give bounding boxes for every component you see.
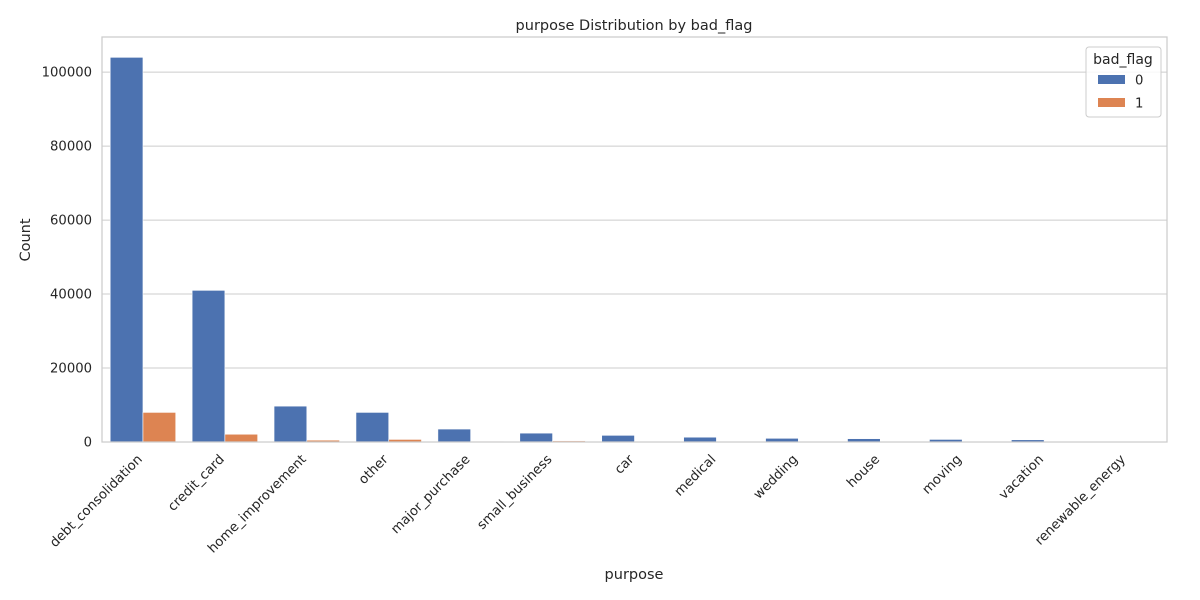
bar-debt-consolidation-series-0 — [109, 57, 144, 443]
legend-swatch-0 — [1098, 75, 1125, 84]
x-axis-label: purpose — [605, 567, 664, 583]
legend-entries: 01 — [1098, 74, 1143, 112]
y-axis-label: Count — [18, 218, 34, 261]
y-tick-label: 40000 — [50, 288, 92, 303]
x-tick-label: debt_consolidation — [47, 452, 145, 550]
bar-car-series-0 — [601, 435, 635, 443]
legend: bad_flag 01 — [1085, 46, 1162, 118]
legend-title: bad_flag — [1093, 52, 1153, 68]
y-tick-label: 80000 — [50, 140, 92, 155]
legend-label-1: 1 — [1135, 97, 1143, 112]
legend-label-0: 0 — [1135, 74, 1143, 89]
x-tick-label: major_purchase — [388, 452, 473, 537]
legend-swatch-1 — [1098, 98, 1125, 107]
y-tick-label: 100000 — [42, 66, 92, 81]
bar-major-purchase-series-0 — [437, 428, 471, 443]
x-tick-label: other — [356, 452, 392, 488]
bar-other-series-0 — [355, 412, 390, 443]
bar-small-business-series-0 — [519, 432, 553, 443]
plot-frame — [101, 36, 1168, 443]
x-tick-label: wedding — [751, 452, 801, 502]
bar-credit-card-series-0 — [191, 290, 226, 443]
x-tick-label: small_business — [475, 452, 556, 533]
y-axis-ticks: 0 20000 40000 60000 80000 100000 — [42, 66, 92, 451]
x-tick-label: renewable_energy — [1033, 452, 1129, 548]
bar-home-improvement-series-0 — [273, 405, 308, 443]
y-tick-label: 20000 — [50, 362, 92, 377]
y-tick-label: 0 — [84, 436, 92, 451]
bar-medical-series-0 — [683, 436, 717, 443]
bar-debt-consolidation-series-1 — [142, 412, 177, 443]
y-tick-label: 60000 — [50, 214, 92, 229]
x-tick-label: credit_card — [165, 452, 227, 514]
x-axis-ticks: debt_consolidation credit_cardhome_improv… — [47, 452, 1129, 557]
bar-credit-card-series-1 — [224, 433, 258, 443]
bars — [109, 57, 1160, 443]
x-tick-label: car — [612, 452, 638, 478]
x-tick-label: house — [844, 452, 883, 491]
x-tick-label: medical — [672, 452, 719, 499]
grid-lines — [102, 71, 1167, 443]
x-tick-label: moving — [920, 452, 965, 497]
chart-title: purpose Distribution by bad_flag — [516, 18, 753, 34]
x-tick-label: vacation — [996, 452, 1047, 503]
